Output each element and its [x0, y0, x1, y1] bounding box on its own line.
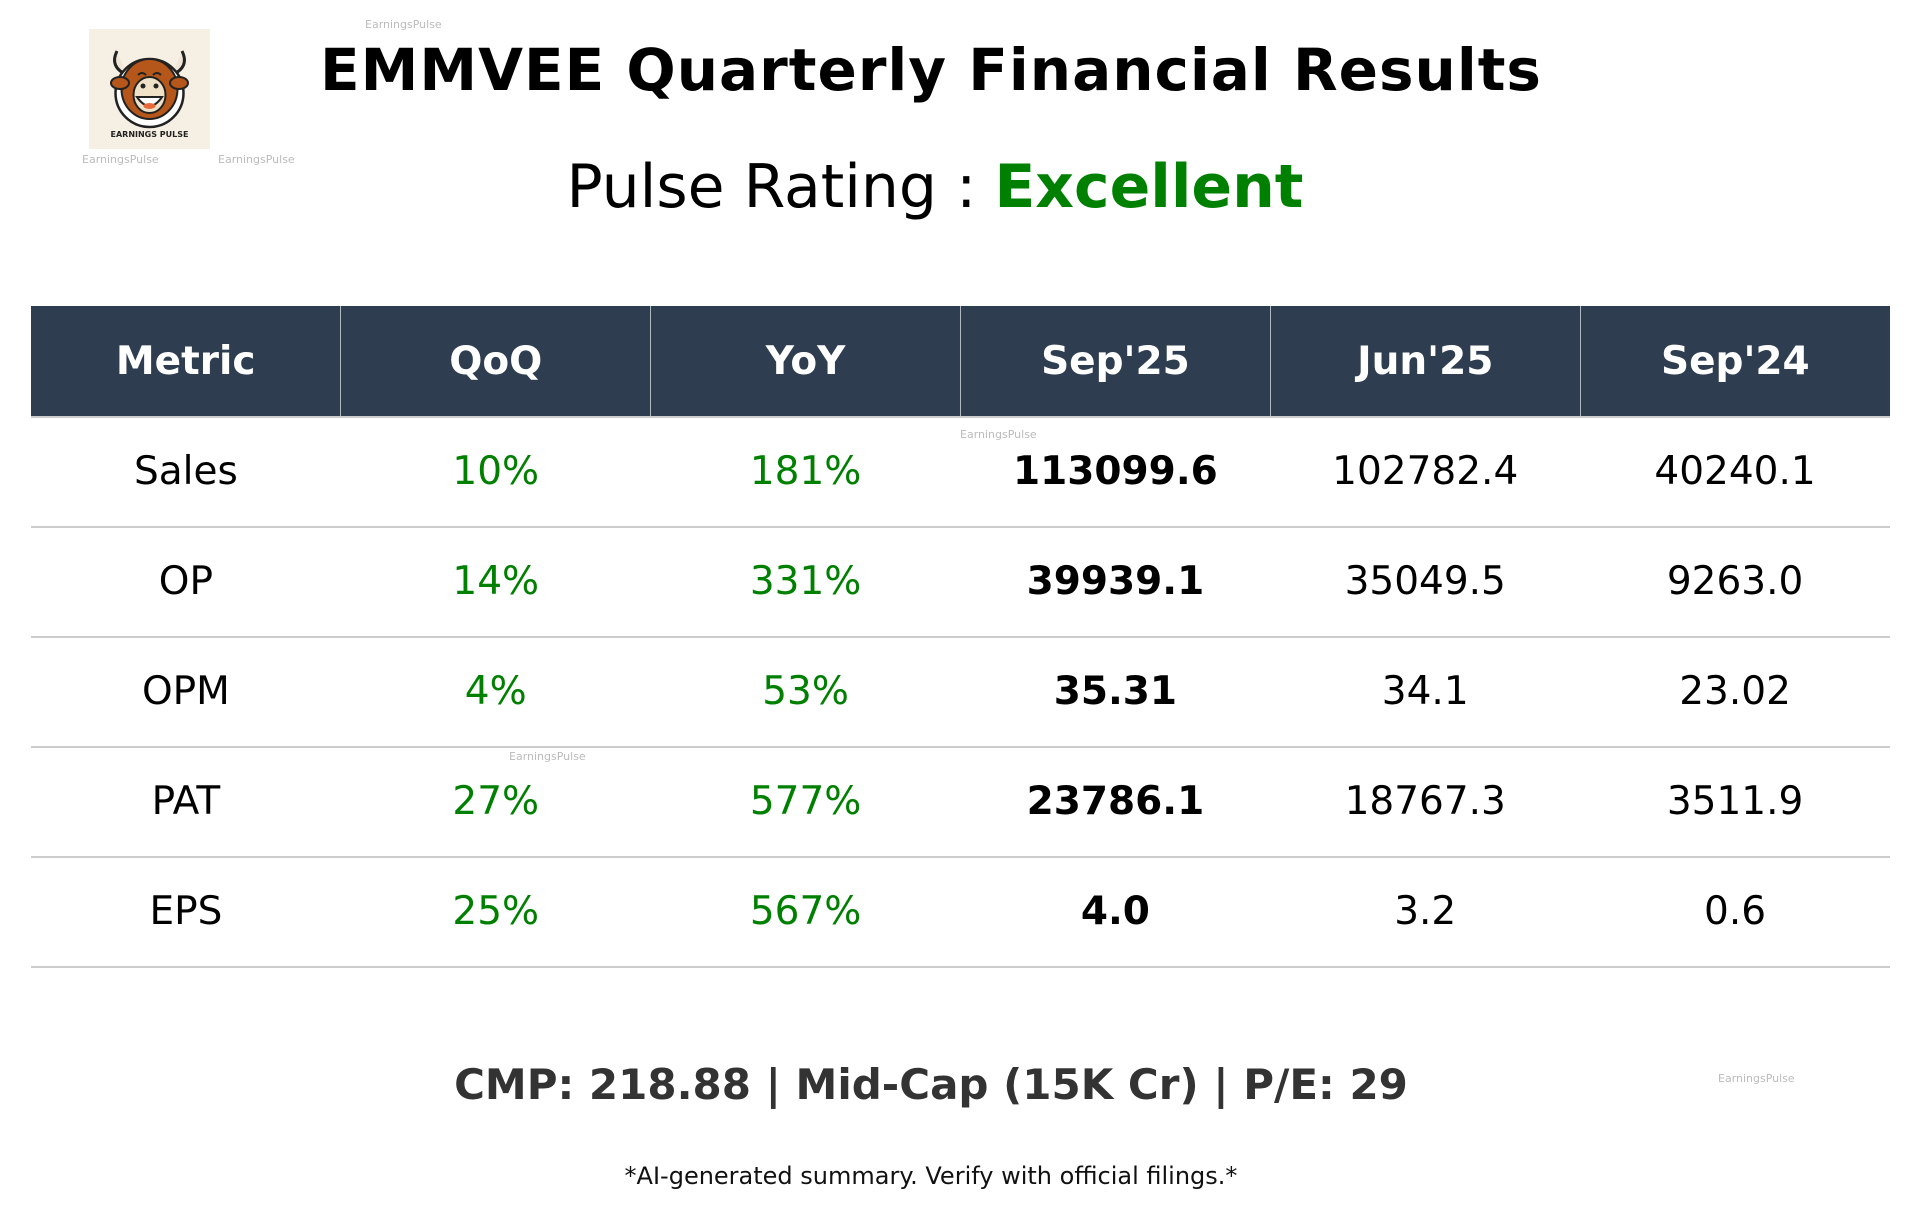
earnings-pulse-logo: EARNINGS PULSE [89, 29, 210, 149]
cell-yoy-text: 577% [749, 779, 862, 824]
header-yoy: YoY [650, 306, 961, 418]
table-row: OPM 4% 53% 35.31 34.1 23.02 [31, 637, 1890, 748]
cell-metric: PAT [31, 747, 341, 858]
bull-icon: EARNINGS PULSE [110, 50, 189, 139]
cell-metric: OPM [31, 637, 341, 748]
cell-yoy: 567% [650, 857, 961, 968]
rating-value: Excellent [994, 152, 1304, 222]
table-row: EPS 25% 567% 4.0 3.2 0.6 [31, 857, 1890, 968]
page-title: EMMVEE Quarterly Financial Results [320, 36, 1542, 104]
cell-sep24-text: 9263.0 [1666, 559, 1804, 604]
cell-metric: OP [31, 527, 341, 638]
watermark: EarningsPulse [218, 153, 295, 166]
cell-metric: EPS [31, 857, 341, 968]
logo-text: EARNINGS PULSE [111, 130, 189, 139]
cell-sep25: 39939.1 [960, 527, 1271, 638]
cell-sep25: 23786.1 [960, 747, 1271, 858]
cell-yoy-text: 181% [749, 449, 862, 494]
cell-sep24: 40240.1 [1580, 417, 1890, 528]
cell-qoq: 10% [340, 417, 651, 528]
header-sep24: Sep'24 [1579, 306, 1890, 418]
table-row: OP 14% 331% 39939.1 35049.5 9263.0 [31, 527, 1890, 638]
cell-yoy: 181% [650, 417, 961, 528]
cell-sep25-text: 23786.1 [1026, 779, 1205, 824]
pulse-rating: Pulse Rating : Excellent [0, 152, 1870, 222]
header-sep25: Sep'25 [959, 306, 1271, 418]
cell-qoq-text: 14% [452, 559, 540, 604]
cell-sep25: 35.31 [960, 637, 1271, 748]
cell-metric-text: PAT [151, 779, 221, 824]
header-jun25: Jun'25 [1269, 306, 1581, 418]
table-header-row: Metric QoQ YoY Sep'25 Jun'25 Sep'24 [31, 306, 1890, 418]
cell-qoq-text: 4% [464, 669, 527, 714]
cell-qoq: 27% [340, 747, 651, 858]
cell-jun25: 35049.5 [1270, 527, 1581, 638]
cell-jun25: 102782.4 [1270, 417, 1581, 528]
cell-yoy: 53% [650, 637, 961, 748]
cell-sep25-text: 113099.6 [1013, 449, 1218, 494]
cell-jun25: 3.2 [1270, 857, 1581, 968]
cell-metric-text: Sales [134, 449, 238, 494]
cell-yoy-text: 53% [762, 669, 849, 714]
table-row: PAT 27% 577% 23786.1 18767.3 3511.9 [31, 747, 1890, 858]
cell-metric-text: OPM [141, 669, 230, 714]
cell-jun25: 34.1 [1270, 637, 1581, 748]
cell-yoy: 331% [650, 527, 961, 638]
cell-yoy: 577% [650, 747, 961, 858]
cell-metric: Sales [31, 417, 341, 528]
watermark: EarningsPulse [509, 750, 586, 763]
watermark: EarningsPulse [960, 428, 1037, 441]
watermark: EarningsPulse [82, 153, 159, 166]
header-qoq: QoQ [340, 306, 651, 418]
cell-metric-text: EPS [149, 889, 223, 934]
watermark: EarningsPulse [1718, 1072, 1795, 1085]
results-table: Metric QoQ YoY Sep'25 Jun'25 Sep'24 Sale… [31, 306, 1890, 968]
cell-sep25-text: 35.31 [1053, 669, 1178, 714]
cell-sep24-text: 0.6 [1704, 889, 1767, 934]
cell-yoy-text: 331% [749, 559, 862, 604]
disclaimer: *AI-generated summary. Verify with offic… [624, 1162, 1238, 1190]
watermark: EarningsPulse [365, 18, 442, 31]
cell-qoq: 14% [340, 527, 651, 638]
cell-qoq-text: 10% [452, 449, 540, 494]
header-metric: Metric [31, 306, 341, 418]
cell-qoq-text: 27% [452, 779, 540, 824]
cell-qoq: 4% [340, 637, 651, 748]
cell-qoq-text: 25% [452, 889, 540, 934]
cell-sep24-text: 40240.1 [1654, 449, 1816, 494]
table-row: Sales 10% 181% 113099.6 102782.4 40240.1 [31, 417, 1890, 528]
market-summary: CMP: 218.88 | Mid-Cap (15K Cr) | P/E: 29 [454, 1060, 1408, 1109]
cell-sep24: 9263.0 [1580, 527, 1890, 638]
cell-jun25-text: 18767.3 [1344, 779, 1506, 824]
cell-jun25-text: 34.1 [1381, 669, 1469, 714]
cell-sep24-text: 23.02 [1679, 669, 1791, 714]
cell-yoy-text: 567% [749, 889, 862, 934]
cell-sep25-text: 4.0 [1080, 889, 1150, 934]
cell-sep24-text: 3511.9 [1666, 779, 1804, 824]
cell-sep25: 4.0 [960, 857, 1271, 968]
cell-jun25-text: 35049.5 [1344, 559, 1506, 604]
cell-jun25: 18767.3 [1270, 747, 1581, 858]
cell-jun25-text: 102782.4 [1332, 449, 1519, 494]
cell-sep24: 0.6 [1580, 857, 1890, 968]
cell-sep24: 23.02 [1580, 637, 1890, 748]
cell-sep25: 113099.6 [960, 417, 1271, 528]
cell-sep25-text: 39939.1 [1026, 559, 1205, 604]
cell-qoq: 25% [340, 857, 651, 968]
rating-label: Pulse Rating : [566, 152, 977, 222]
cell-jun25-text: 3.2 [1394, 889, 1457, 934]
cell-metric-text: OP [158, 559, 214, 604]
cell-sep24: 3511.9 [1580, 747, 1890, 858]
